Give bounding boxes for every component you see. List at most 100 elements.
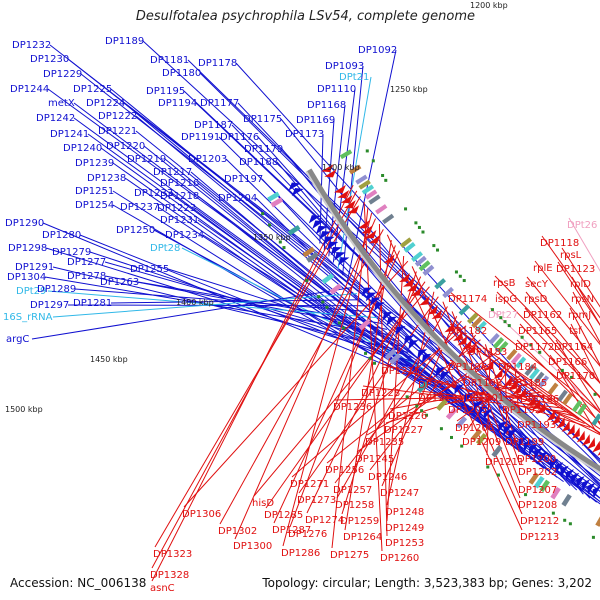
label-connector — [449, 323, 600, 430]
function-block — [470, 428, 483, 442]
function-block — [529, 367, 540, 380]
gene-label: DP1184 — [498, 362, 537, 373]
reverse-gene-mark — [383, 254, 395, 263]
reverse-gene-mark — [531, 398, 541, 410]
gene-labels: 1200 kbp 1250 kbp 1300 kbp 1350 kbp 1400 kbp… — [3, 1, 597, 594]
reverse-gene-mark — [368, 234, 380, 244]
gene-label: DP1172 — [515, 342, 554, 353]
forward-gene-mark — [528, 444, 538, 456]
forward-gene-mark — [288, 182, 301, 191]
gc-dot — [449, 435, 453, 439]
label-connector — [234, 218, 376, 540]
gene-label: DP1221 — [98, 126, 137, 137]
forward-gene-mark — [326, 241, 339, 251]
function-block — [458, 304, 471, 316]
gene-label: tsf — [569, 326, 582, 337]
reverse-gene-mark — [453, 331, 463, 342]
function-block — [561, 493, 572, 507]
gene-label: DP1276 — [288, 529, 327, 540]
gene-label: DP1242 — [36, 113, 75, 124]
forward-gene-mark — [408, 339, 419, 350]
scale-label: 1400 kbp — [176, 298, 214, 307]
function-block — [466, 312, 479, 325]
label-connector — [570, 323, 600, 385]
gene-label: DP1217 — [153, 167, 192, 178]
label-connector — [549, 354, 600, 426]
gene-label: DP1185 — [508, 378, 547, 389]
gene-label: rpsL — [560, 250, 582, 261]
gene-label: DP1193 — [517, 420, 556, 431]
function-block — [557, 389, 568, 402]
reverse-gene-mark — [324, 169, 337, 178]
gene-label: DP1209 — [462, 437, 501, 448]
gene-label: DP1191 — [181, 132, 220, 143]
gene-label: DP1257 — [333, 485, 372, 496]
gene-label: DP1264 — [343, 532, 382, 543]
reverse-gene-mark — [365, 230, 377, 239]
forward-gene-mark — [440, 371, 450, 382]
gc-dot — [458, 274, 462, 278]
gene-label: DP1241 — [50, 129, 89, 140]
gene-label: DP1244 — [10, 84, 49, 95]
gene-label: DP1208 — [518, 500, 557, 511]
gene-label: DP1250 — [116, 225, 155, 236]
gc-dot — [560, 368, 564, 372]
gene-label: DP1235 — [365, 437, 404, 448]
label-connector — [442, 301, 521, 499]
label-connector — [151, 184, 354, 582]
label-connector — [328, 104, 346, 257]
function-block — [533, 475, 545, 489]
function-block — [550, 486, 561, 500]
gene-label: DP1189 — [105, 36, 144, 47]
gene-label: DP1195 — [146, 86, 185, 97]
gene-label: DP1263 — [100, 277, 139, 288]
gc-dot — [342, 326, 346, 330]
gene-label: DP1169 — [296, 115, 335, 126]
gene-label: DP1298 — [8, 243, 47, 254]
function-block — [475, 320, 487, 333]
gene-label: DP1196 — [448, 362, 487, 373]
label-connector — [187, 59, 600, 462]
forward-gene-mark — [365, 292, 377, 302]
function-block — [267, 191, 280, 202]
map-title: Desulfotalea psychrophila LSv54, complet… — [135, 9, 475, 24]
forward-gene-mark — [291, 187, 304, 197]
function-block — [491, 445, 503, 458]
gene-label: DP1181 — [150, 55, 189, 66]
reverse-gene-mark — [361, 225, 373, 234]
backbone-arc — [306, 168, 600, 473]
scale-label: 1300 kbp — [322, 163, 360, 172]
function-block — [434, 278, 447, 290]
reverse-gene-mark — [444, 322, 455, 333]
gc-dot — [529, 343, 533, 347]
function-block — [329, 283, 342, 295]
gene-label: DP1255 — [130, 264, 169, 275]
gc-dot — [405, 395, 409, 399]
gene-label: DP1176 — [220, 132, 259, 143]
reverse-gene-mark — [597, 451, 600, 456]
label-connector — [74, 288, 372, 313]
gene-label: DP1170 — [556, 371, 595, 382]
label-connector — [67, 304, 367, 307]
function-block — [595, 516, 600, 527]
gene-label: ispG — [495, 294, 517, 305]
label-connector — [110, 299, 362, 304]
gene-label: DP1164 — [554, 342, 593, 353]
reverse-gene-mark — [344, 200, 356, 209]
gene-label: DP1166 — [548, 357, 587, 368]
reverse-gene-mark — [576, 430, 585, 443]
gene-label: rplD — [570, 279, 591, 290]
function-block — [368, 194, 381, 205]
gene-label: DP1213 — [520, 532, 559, 543]
label-connector — [561, 247, 600, 308]
gene-label: rpmJ — [568, 310, 591, 321]
label-connector — [385, 379, 526, 424]
forward-gene-mark — [403, 335, 415, 345]
gene-label: DP1165 — [518, 326, 557, 337]
gc-dot — [364, 351, 368, 355]
function-block — [533, 371, 545, 384]
gene-label: DP1239 — [75, 158, 114, 169]
gc-dot — [503, 320, 507, 324]
label-connector — [382, 363, 591, 428]
gc-dot — [421, 230, 425, 234]
